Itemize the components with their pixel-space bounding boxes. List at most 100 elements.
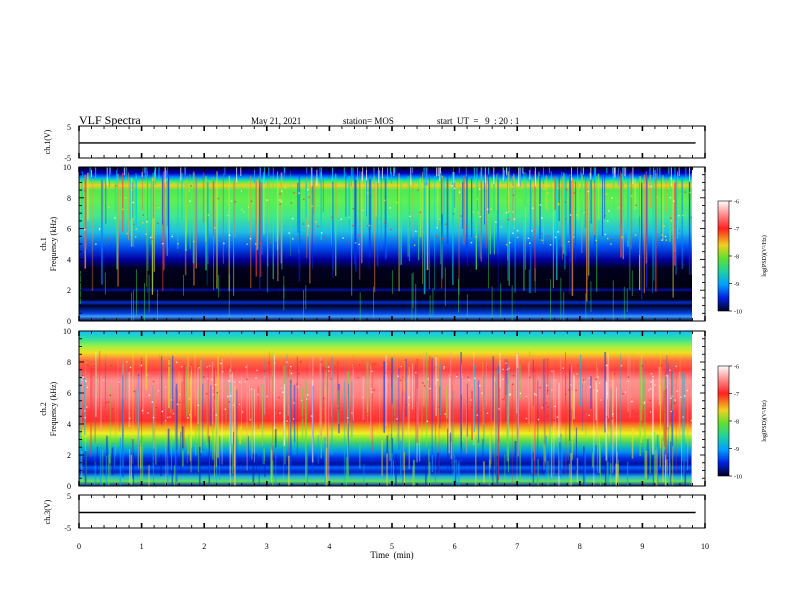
spectral-speckle (547, 192, 550, 194)
spectral-streak (426, 167, 428, 187)
spectral-streak (582, 167, 584, 175)
spectral-streak (537, 380, 539, 483)
spectral-streak (599, 444, 602, 486)
spectral-streak (561, 450, 563, 469)
spectral-streak (550, 171, 552, 214)
spectral-streak (396, 171, 398, 250)
ch1-colorbar-label: log(PSD)(V²/Hz) (761, 235, 768, 276)
spectral-streak (95, 353, 97, 395)
spectral-speckle (108, 206, 110, 208)
spectral-speckle (564, 393, 567, 395)
spectral-streak (217, 356, 219, 458)
spectral-speckle (307, 189, 309, 191)
spectral-streak (659, 351, 662, 449)
spectral-streak (581, 383, 583, 432)
spectral-speckle (371, 370, 373, 373)
x-tick-label: 8 (578, 542, 582, 551)
spectral-streak (372, 370, 374, 416)
spectral-streak (198, 446, 201, 486)
spectral-streak (642, 379, 644, 411)
spectral-speckle (162, 242, 164, 245)
ch1-freq-yticks: 0 2 4 6 8 10 (63, 163, 705, 326)
spectral-speckle (133, 390, 136, 393)
spectral-speckle (233, 381, 236, 383)
spectral-speckle (176, 403, 179, 405)
spectral-speckle (407, 403, 409, 406)
spectral-streak (222, 173, 224, 264)
spectral-streak (549, 377, 551, 481)
spectral-streak (368, 173, 370, 270)
spectral-streak (471, 390, 473, 441)
spectral-streak (484, 167, 486, 184)
spectral-streak (312, 385, 314, 474)
spectral-streak (567, 382, 569, 461)
spectral-streak (568, 463, 570, 486)
spectral-speckle (500, 226, 503, 228)
spectral-streak (678, 372, 681, 437)
spectral-speckle (690, 216, 692, 219)
spectral-streak (381, 440, 383, 476)
spectral-streak (614, 167, 616, 178)
spectral-streak (593, 167, 595, 181)
spectral-streak (353, 369, 354, 422)
spectral-speckle (179, 401, 181, 404)
spectral-speckle (228, 401, 230, 403)
spectral-streak (136, 269, 137, 316)
spectral-speckle (214, 384, 217, 386)
spectral-streak (95, 462, 97, 485)
spectral-speckle (241, 208, 243, 211)
spectral-streak (167, 428, 170, 464)
spectral-speckle (541, 217, 543, 219)
spectral-streak (454, 175, 456, 208)
spectral-speckle (569, 214, 572, 216)
spectral-speckle (531, 230, 533, 232)
spectral-streak (382, 167, 384, 179)
spectral-streak (255, 454, 257, 472)
spectral-streak (449, 432, 452, 474)
spectral-streak (186, 176, 189, 221)
spectral-speckle (247, 206, 250, 209)
spectral-streak (180, 374, 182, 454)
spectral-speckle (533, 230, 535, 233)
spectral-speckle (358, 243, 360, 246)
spectral-speckle (151, 238, 153, 241)
spectral-speckle (250, 388, 253, 390)
spectral-streak (268, 181, 270, 233)
spectral-streak (428, 448, 430, 486)
spectral-speckle (684, 191, 686, 193)
spectral-streak (593, 389, 595, 486)
spectral-streak (516, 383, 518, 486)
spectral-streak (434, 385, 436, 486)
spectral-streak (161, 356, 163, 425)
spectral-streak (184, 167, 186, 180)
spectral-speckle (649, 388, 652, 390)
spectral-speckle (589, 386, 592, 388)
spectral-streak (629, 356, 631, 418)
spectral-streak (110, 167, 112, 175)
spectral-streak (570, 452, 572, 486)
spectral-streak (494, 381, 497, 466)
spectral-streak (195, 177, 197, 269)
spectral-streak (476, 167, 478, 187)
spectral-speckle (118, 381, 120, 383)
spectral-streak (104, 272, 106, 295)
spectral-streak (405, 358, 407, 418)
spectral-speckle (267, 415, 269, 417)
spectral-streak (396, 378, 398, 451)
spectral-streak (538, 171, 540, 227)
spectral-streak (580, 167, 582, 176)
spectral-speckle (554, 405, 556, 408)
spectral-streak (496, 173, 498, 211)
spectral-speckle (98, 227, 101, 230)
spectral-streak (138, 376, 140, 470)
spectral-streak (573, 372, 575, 412)
spectral-streak (132, 290, 134, 321)
spectral-streak (316, 167, 318, 186)
ch2-spectrogram-xticks (78, 331, 706, 486)
spectral-streak (288, 368, 291, 439)
spectral-streak (363, 463, 365, 486)
spectral-speckle (340, 218, 342, 220)
spectral-speckle (596, 390, 599, 392)
spectral-speckle (669, 369, 671, 371)
spectral-speckle (348, 242, 350, 244)
